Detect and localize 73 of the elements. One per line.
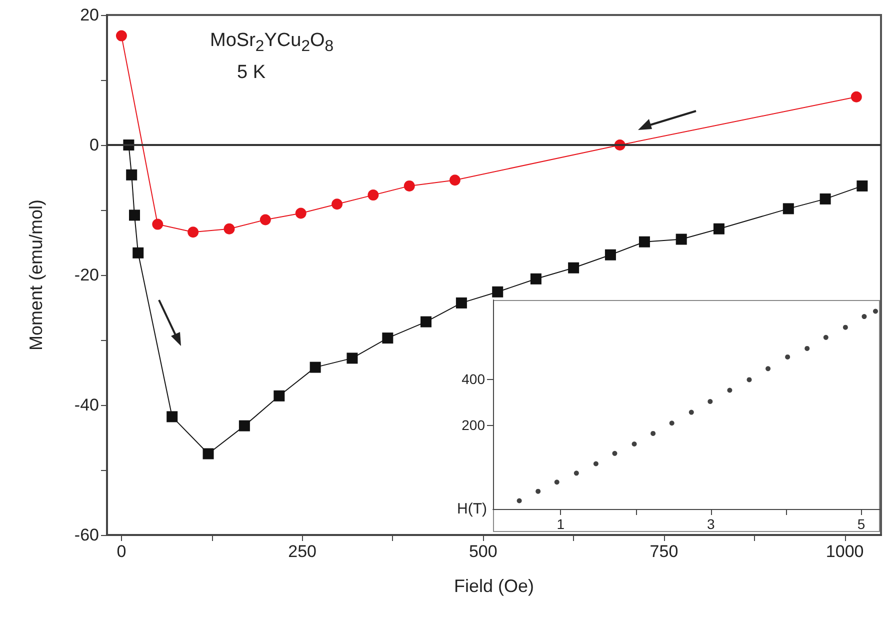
point xyxy=(346,352,358,364)
point xyxy=(766,366,771,372)
point xyxy=(746,377,752,382)
point xyxy=(872,308,878,314)
x-axis-title: Field (Oe) xyxy=(454,576,534,596)
point xyxy=(310,362,321,373)
point xyxy=(632,442,637,446)
x-tick-label: 750 xyxy=(650,542,678,561)
y-axis-title: Moment (emu/mol) xyxy=(26,199,46,351)
point xyxy=(820,193,831,204)
x-tick-label: 5 xyxy=(857,516,866,532)
point xyxy=(492,286,504,298)
point xyxy=(332,198,343,210)
point xyxy=(676,234,687,245)
y-tick-label: 20 xyxy=(80,6,99,24)
point xyxy=(604,249,616,260)
point xyxy=(669,420,674,426)
point xyxy=(516,498,522,504)
annotation: MoSr$_{2}$YCu$_{2}$O$_{8}$ xyxy=(210,30,334,56)
point xyxy=(688,410,694,415)
x-tick-label: 3 xyxy=(707,516,716,532)
point xyxy=(382,332,394,344)
point xyxy=(202,448,214,460)
x-tick-label: 1 xyxy=(556,516,565,532)
y-tick-label: 200 xyxy=(462,417,486,434)
point xyxy=(260,214,271,226)
point xyxy=(404,180,415,192)
point xyxy=(530,273,542,284)
x-tick-label: 1000 xyxy=(826,542,864,561)
point xyxy=(612,450,618,456)
point xyxy=(536,488,541,494)
point xyxy=(842,324,848,330)
point xyxy=(152,218,164,230)
x-tick-label: 250 xyxy=(288,542,316,561)
point xyxy=(188,226,199,238)
point xyxy=(554,480,560,485)
point xyxy=(785,354,790,360)
point xyxy=(713,223,724,234)
x-tick-label: 0 xyxy=(116,542,126,561)
point xyxy=(126,169,138,180)
y-tick-label: -20 xyxy=(74,266,99,284)
point xyxy=(456,297,467,308)
point xyxy=(449,174,460,186)
point xyxy=(166,411,178,422)
point xyxy=(823,334,828,340)
y-tick-label: 400 xyxy=(462,371,486,388)
y-tick-label: -40 xyxy=(74,396,99,414)
point xyxy=(128,210,140,221)
point xyxy=(638,236,650,248)
point xyxy=(850,91,862,102)
point xyxy=(368,190,379,201)
point xyxy=(568,262,580,274)
y-tick-label: 0 xyxy=(90,136,99,154)
point xyxy=(420,316,432,328)
point xyxy=(224,223,235,234)
point xyxy=(274,390,285,402)
point xyxy=(295,208,306,219)
annotation: 5 K xyxy=(237,62,266,84)
y-tick-label: -60 xyxy=(74,526,99,544)
point xyxy=(862,314,867,320)
point xyxy=(650,430,656,436)
point xyxy=(238,420,250,432)
point xyxy=(116,30,127,42)
point xyxy=(856,180,868,192)
point xyxy=(804,346,810,351)
x-axis-title: H(T) xyxy=(457,500,487,518)
point xyxy=(782,203,794,214)
point xyxy=(574,470,579,476)
point xyxy=(727,388,732,393)
point xyxy=(593,461,598,466)
point xyxy=(132,247,144,258)
x-tick-label: 500 xyxy=(468,542,498,561)
point xyxy=(708,399,713,404)
